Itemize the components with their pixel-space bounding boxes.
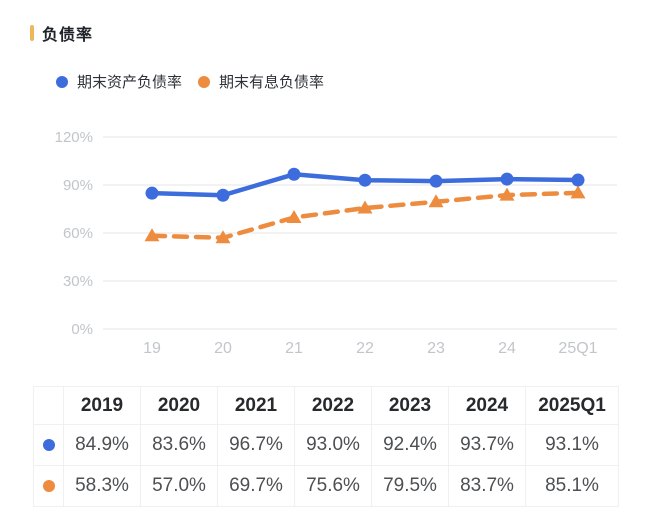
series-circle-marker-icon bbox=[42, 438, 55, 451]
x-axis-tick-label: 21 bbox=[285, 340, 303, 357]
table-header-cell: 2020 bbox=[140, 386, 218, 425]
table-value-cell: 84.9% bbox=[63, 424, 141, 466]
title-accent-bar-icon bbox=[30, 25, 34, 41]
data-point-marker[interactable] bbox=[286, 209, 302, 223]
y-axis-tick-label: 90% bbox=[63, 177, 93, 194]
series-line bbox=[149, 190, 581, 241]
table-value-cell: 83.7% bbox=[448, 465, 526, 507]
data-point-marker[interactable] bbox=[144, 228, 160, 242]
row-series-marker-cell bbox=[33, 465, 64, 507]
legend-circle-marker-icon bbox=[56, 75, 68, 88]
debt-ratio-data-table: 2019 2020 2021 2022 2023 2024 2025Q1 84.9% 83.6… bbox=[33, 386, 619, 507]
data-point-marker[interactable] bbox=[428, 194, 444, 208]
table-header-cell: 2025Q1 bbox=[525, 386, 619, 425]
data-point-marker[interactable] bbox=[145, 186, 159, 200]
table-header-cell: 2019 bbox=[63, 386, 141, 425]
data-point-marker[interactable] bbox=[287, 167, 301, 181]
x-axis-tick-label: 23 bbox=[427, 340, 445, 357]
x-axis-tick-label: 24 bbox=[498, 340, 516, 357]
y-axis-tick-label: 0% bbox=[71, 321, 93, 338]
table-value-cell: 85.1% bbox=[525, 465, 619, 507]
y-axis-tick-label: 30% bbox=[63, 273, 93, 290]
row-series-marker-cell bbox=[33, 424, 64, 466]
table-corner-cell bbox=[33, 386, 64, 425]
data-point-marker[interactable] bbox=[571, 173, 585, 187]
data-point-marker[interactable] bbox=[216, 188, 230, 202]
table-header-cell: 2021 bbox=[217, 386, 295, 425]
x-axis-tick-label: 22 bbox=[356, 340, 374, 357]
legend-item-asset-liability-ratio[interactable]: 期末资产负债率 bbox=[56, 71, 182, 92]
x-axis-tick-label: 25Q1 bbox=[558, 340, 597, 357]
data-point-marker[interactable] bbox=[429, 174, 443, 188]
table-value-cell: 96.7% bbox=[217, 424, 295, 466]
data-point-marker[interactable] bbox=[357, 200, 373, 214]
y-axis-tick-label: 60% bbox=[63, 225, 93, 242]
table-header-cell: 2023 bbox=[371, 386, 449, 425]
table-value-cell: 69.7% bbox=[217, 465, 295, 507]
table-row: 58.3% 57.0% 69.7% 75.6% 79.5% 83.7% 85.1% bbox=[33, 465, 619, 507]
table-header-row: 2019 2020 2021 2022 2023 2024 2025Q1 bbox=[33, 386, 619, 425]
table-header-cell: 2024 bbox=[448, 386, 526, 425]
x-axis-tick-label: 20 bbox=[214, 340, 232, 357]
legend-label: 期末资产负债率 bbox=[77, 74, 183, 91]
debt-ratio-line-chart: 0% 30% 60% 90% 120% 19 20 21 22 23 24 25Q1 bbox=[55, 129, 617, 357]
table-value-cell: 57.0% bbox=[140, 465, 218, 507]
table-header-cell: 2022 bbox=[294, 386, 372, 425]
section-header: 负债率 bbox=[30, 21, 93, 45]
data-point-marker[interactable] bbox=[358, 173, 372, 187]
table-row: 84.9% 83.6% 96.7% 93.0% 92.4% 93.7% 93.1% bbox=[33, 424, 619, 466]
table-value-cell: 83.6% bbox=[140, 424, 218, 466]
table-value-cell: 93.7% bbox=[448, 424, 526, 466]
data-point-marker[interactable] bbox=[215, 230, 231, 244]
page-title: 负债率 bbox=[42, 27, 94, 44]
table-value-cell: 79.5% bbox=[371, 465, 449, 507]
data-point-marker[interactable] bbox=[500, 172, 514, 186]
data-point-marker[interactable] bbox=[499, 187, 515, 201]
table-value-cell: 93.0% bbox=[294, 424, 372, 466]
series-circle-marker-icon bbox=[42, 479, 55, 492]
x-axis-tick-label: 19 bbox=[143, 340, 161, 357]
y-axis-tick-label: 120% bbox=[55, 129, 93, 146]
table-value-cell: 93.1% bbox=[525, 424, 619, 466]
table-value-cell: 92.4% bbox=[371, 424, 449, 466]
table-value-cell: 58.3% bbox=[63, 465, 141, 507]
legend-item-interest-bearing-ratio[interactable]: 期末有息负债率 bbox=[198, 71, 324, 92]
legend-circle-marker-icon bbox=[198, 75, 211, 88]
legend-label: 期末有息负债率 bbox=[219, 74, 325, 91]
chart-legend: 期末资产负债率 期末有息负债率 bbox=[56, 71, 324, 92]
table-value-cell: 75.6% bbox=[294, 465, 372, 507]
data-point-marker[interactable] bbox=[570, 185, 586, 199]
